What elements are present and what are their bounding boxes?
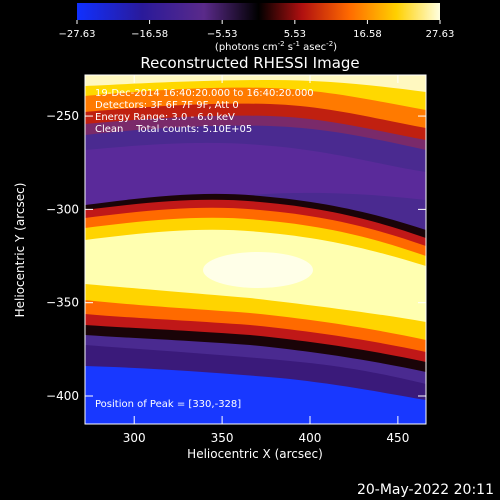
x-tick-label: 450 xyxy=(386,431,409,445)
colorbar xyxy=(77,3,440,20)
y-tick-label: −350 xyxy=(46,296,79,310)
lower-purple-band xyxy=(85,345,426,400)
annotation-time: 19-Dec-2014 16:40:20.000 to 16:40:20.000 xyxy=(95,88,314,99)
y-axis-label: Heliocentric Y (arcsec) xyxy=(13,183,27,318)
footer-date: 20-May-2022 20:11 xyxy=(357,482,494,498)
plot-frame xyxy=(84,74,427,425)
annotation-clean: Clean Total counts: 5.10E+05 xyxy=(95,124,252,135)
x-tick-label: 400 xyxy=(299,431,322,445)
x-axis-label: Heliocentric X (arcsec) xyxy=(187,447,323,461)
x-axis-ticks: 300 350 400 450 xyxy=(123,75,409,445)
annotation-block: 19-Dec-2014 16:40:20.000 to 16:40:20.000… xyxy=(95,88,314,135)
colorbar-tick-label: −5.53 xyxy=(207,29,238,40)
peak-position-label: Position of Peak = [330,-328] xyxy=(95,399,241,410)
colorbar-units: (photons cm-2 s-1 asec-2) xyxy=(215,40,337,53)
heatmap-image xyxy=(85,75,426,424)
colorbar-tick-label: −16.58 xyxy=(131,29,168,40)
colorbar-tick-label: −27.63 xyxy=(58,29,95,40)
colorbar-tick-label: 5.53 xyxy=(284,29,306,40)
y-tick-label: −250 xyxy=(46,109,79,123)
upper-band-core xyxy=(85,75,426,92)
upper-band-yellow xyxy=(85,75,426,110)
peak-blob xyxy=(203,252,313,288)
y-axis-ticks: −250 −300 −350 −400 xyxy=(46,109,426,403)
y-tick-label: −400 xyxy=(46,389,79,403)
annotation-detectors: Detectors: 3F 6F 7F 9F, Att 0 xyxy=(95,100,239,111)
colorbar-tick-label: 16.58 xyxy=(353,29,382,40)
annotation-energy: Energy Range: 3.0 - 6.0 keV xyxy=(95,112,235,123)
y-tick-label: −300 xyxy=(46,202,79,216)
colorbar-ticks: −27.63 −16.58 −5.53 5.53 16.58 27.63 xyxy=(58,20,454,40)
x-tick-label: 300 xyxy=(123,431,146,445)
chart-title: Reconstructed RHESSI Image xyxy=(140,54,359,72)
colorbar-tick-label: 27.63 xyxy=(426,29,455,40)
x-tick-label: 350 xyxy=(211,431,234,445)
upper-purple-trough xyxy=(85,142,426,210)
